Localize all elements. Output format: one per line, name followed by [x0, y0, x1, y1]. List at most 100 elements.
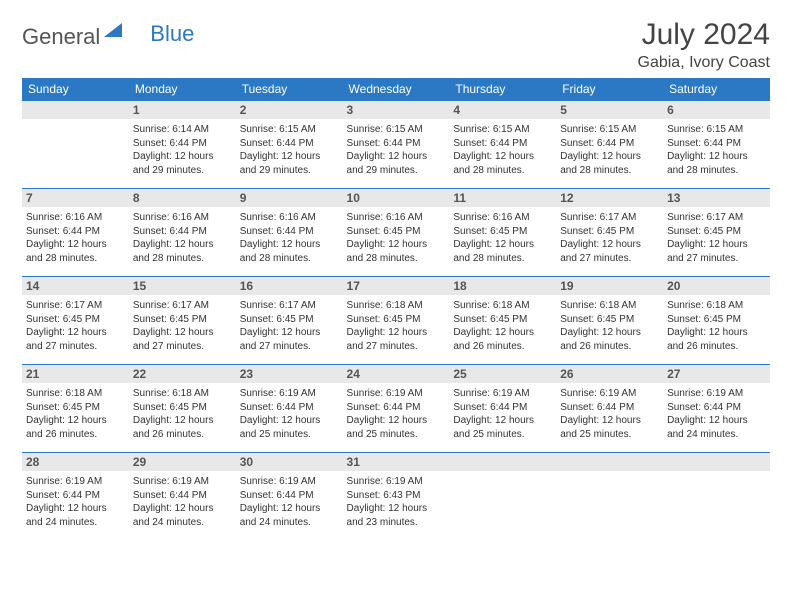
sunset-line: Sunset: 6:45 PM	[240, 313, 339, 327]
day-number: 18	[449, 277, 556, 295]
daylight-line: Daylight: 12 hours	[240, 150, 339, 164]
daylight-line: and 26 minutes.	[453, 340, 552, 354]
daylight-line: and 28 minutes.	[453, 252, 552, 266]
day-cell: 23Sunrise: 6:19 AMSunset: 6:44 PMDayligh…	[236, 365, 343, 453]
month-title: July 2024	[638, 18, 771, 52]
day-cell: 28Sunrise: 6:19 AMSunset: 6:44 PMDayligh…	[22, 453, 129, 541]
sunset-line: Sunset: 6:44 PM	[240, 489, 339, 503]
sunrise-line: Sunrise: 6:19 AM	[26, 475, 125, 489]
day-number: 1	[129, 101, 236, 119]
sunset-line: Sunset: 6:44 PM	[133, 489, 232, 503]
week-row: 21Sunrise: 6:18 AMSunset: 6:45 PMDayligh…	[22, 365, 770, 453]
day-number: 27	[663, 365, 770, 383]
day-number-empty	[556, 453, 663, 471]
daylight-line: and 27 minutes.	[560, 252, 659, 266]
week-row: 7Sunrise: 6:16 AMSunset: 6:44 PMDaylight…	[22, 189, 770, 277]
sunset-line: Sunset: 6:45 PM	[133, 313, 232, 327]
daylight-line: and 28 minutes.	[240, 252, 339, 266]
day-number: 5	[556, 101, 663, 119]
week-row: 28Sunrise: 6:19 AMSunset: 6:44 PMDayligh…	[22, 453, 770, 541]
day-cell: 11Sunrise: 6:16 AMSunset: 6:45 PMDayligh…	[449, 189, 556, 277]
weekday-header: Friday	[556, 78, 663, 101]
day-cell: 30Sunrise: 6:19 AMSunset: 6:44 PMDayligh…	[236, 453, 343, 541]
daylight-line: and 26 minutes.	[133, 428, 232, 442]
daylight-line: and 26 minutes.	[26, 428, 125, 442]
day-cell: 6Sunrise: 6:15 AMSunset: 6:44 PMDaylight…	[663, 101, 770, 189]
day-number: 21	[22, 365, 129, 383]
sunrise-line: Sunrise: 6:18 AM	[560, 299, 659, 313]
daylight-line: Daylight: 12 hours	[453, 238, 552, 252]
day-number: 17	[343, 277, 450, 295]
sunrise-line: Sunrise: 6:16 AM	[26, 211, 125, 225]
sunset-line: Sunset: 6:44 PM	[667, 401, 766, 415]
day-number: 28	[22, 453, 129, 471]
sunrise-line: Sunrise: 6:19 AM	[667, 387, 766, 401]
day-number: 25	[449, 365, 556, 383]
daylight-line: Daylight: 12 hours	[667, 326, 766, 340]
sunset-line: Sunset: 6:44 PM	[240, 225, 339, 239]
sunrise-line: Sunrise: 6:15 AM	[667, 123, 766, 137]
daylight-line: Daylight: 12 hours	[347, 326, 446, 340]
day-number: 2	[236, 101, 343, 119]
weekday-header: Saturday	[663, 78, 770, 101]
day-cell: 19Sunrise: 6:18 AMSunset: 6:45 PMDayligh…	[556, 277, 663, 365]
sunset-line: Sunset: 6:45 PM	[667, 225, 766, 239]
sunrise-line: Sunrise: 6:19 AM	[240, 387, 339, 401]
weekday-header: Wednesday	[343, 78, 450, 101]
daylight-line: Daylight: 12 hours	[453, 150, 552, 164]
day-cell: 4Sunrise: 6:15 AMSunset: 6:44 PMDaylight…	[449, 101, 556, 189]
sunset-line: Sunset: 6:45 PM	[133, 401, 232, 415]
sunset-line: Sunset: 6:44 PM	[347, 401, 446, 415]
sunset-line: Sunset: 6:44 PM	[560, 137, 659, 151]
day-number: 9	[236, 189, 343, 207]
sunset-line: Sunset: 6:44 PM	[26, 489, 125, 503]
day-cell	[449, 453, 556, 541]
daylight-line: Daylight: 12 hours	[347, 502, 446, 516]
day-number: 14	[22, 277, 129, 295]
sunrise-line: Sunrise: 6:19 AM	[133, 475, 232, 489]
weekday-header: Thursday	[449, 78, 556, 101]
daylight-line: Daylight: 12 hours	[240, 502, 339, 516]
day-cell: 27Sunrise: 6:19 AMSunset: 6:44 PMDayligh…	[663, 365, 770, 453]
day-number: 26	[556, 365, 663, 383]
sunrise-line: Sunrise: 6:19 AM	[240, 475, 339, 489]
daylight-line: and 28 minutes.	[26, 252, 125, 266]
day-number: 4	[449, 101, 556, 119]
day-cell: 26Sunrise: 6:19 AMSunset: 6:44 PMDayligh…	[556, 365, 663, 453]
sunset-line: Sunset: 6:44 PM	[133, 137, 232, 151]
day-number: 31	[343, 453, 450, 471]
daylight-line: and 27 minutes.	[347, 340, 446, 354]
day-number: 6	[663, 101, 770, 119]
daylight-line: Daylight: 12 hours	[240, 326, 339, 340]
daylight-line: Daylight: 12 hours	[347, 414, 446, 428]
sunset-line: Sunset: 6:45 PM	[26, 401, 125, 415]
daylight-line: and 29 minutes.	[240, 164, 339, 178]
calendar-body: 1Sunrise: 6:14 AMSunset: 6:44 PMDaylight…	[22, 101, 770, 541]
calendar-table: SundayMondayTuesdayWednesdayThursdayFrid…	[22, 78, 770, 541]
sunrise-line: Sunrise: 6:18 AM	[667, 299, 766, 313]
day-number: 15	[129, 277, 236, 295]
calendar-header-row: SundayMondayTuesdayWednesdayThursdayFrid…	[22, 78, 770, 101]
day-cell	[663, 453, 770, 541]
sunset-line: Sunset: 6:45 PM	[667, 313, 766, 327]
daylight-line: and 27 minutes.	[26, 340, 125, 354]
sunset-line: Sunset: 6:45 PM	[560, 225, 659, 239]
daylight-line: Daylight: 12 hours	[133, 326, 232, 340]
daylight-line: Daylight: 12 hours	[453, 414, 552, 428]
daylight-line: Daylight: 12 hours	[667, 150, 766, 164]
sunrise-line: Sunrise: 6:18 AM	[133, 387, 232, 401]
sunrise-line: Sunrise: 6:18 AM	[347, 299, 446, 313]
day-cell: 15Sunrise: 6:17 AMSunset: 6:45 PMDayligh…	[129, 277, 236, 365]
daylight-line: and 25 minutes.	[347, 428, 446, 442]
sunrise-line: Sunrise: 6:19 AM	[347, 475, 446, 489]
sunrise-line: Sunrise: 6:16 AM	[133, 211, 232, 225]
sunset-line: Sunset: 6:44 PM	[453, 137, 552, 151]
week-row: 14Sunrise: 6:17 AMSunset: 6:45 PMDayligh…	[22, 277, 770, 365]
sunrise-line: Sunrise: 6:19 AM	[560, 387, 659, 401]
daylight-line: and 27 minutes.	[667, 252, 766, 266]
daylight-line: and 28 minutes.	[347, 252, 446, 266]
sunrise-line: Sunrise: 6:18 AM	[453, 299, 552, 313]
sunset-line: Sunset: 6:44 PM	[26, 225, 125, 239]
daylight-line: Daylight: 12 hours	[133, 238, 232, 252]
sunset-line: Sunset: 6:44 PM	[560, 401, 659, 415]
